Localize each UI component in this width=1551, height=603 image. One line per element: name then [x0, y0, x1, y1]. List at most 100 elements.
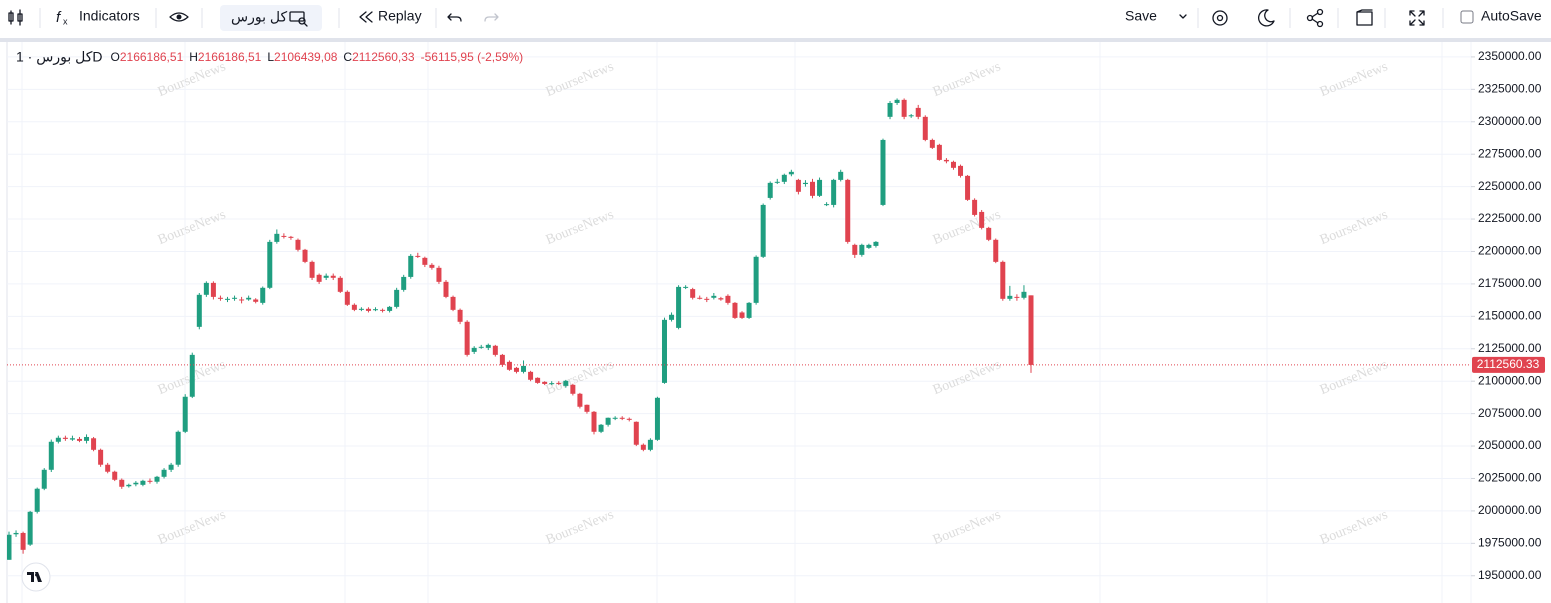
- legend-field-value: 2166186,51: [120, 50, 184, 64]
- last-price-label: 2112560.33: [1477, 357, 1540, 371]
- candle-body: [260, 287, 266, 303]
- candle-body: [246, 297, 252, 300]
- candle-body: [330, 275, 336, 278]
- candle-body: [746, 302, 752, 318]
- candle-body: [316, 274, 322, 282]
- candle-body: [274, 233, 280, 242]
- candle-body: [598, 424, 604, 432]
- replay-button[interactable]: Replay: [359, 8, 422, 24]
- candle-body: [781, 174, 787, 182]
- replay-label[interactable]: Replay: [378, 8, 422, 24]
- y-tick-label: 2225000.00: [1478, 211, 1542, 225]
- logo: [21, 562, 51, 592]
- candle-body: [210, 282, 216, 297]
- chart-type-button[interactable]: [8, 9, 23, 26]
- candle-body: [697, 297, 703, 299]
- toolbar-border: [0, 38, 1551, 42]
- candle-body: [119, 479, 125, 487]
- y-tick-label: 2000000.00: [1478, 503, 1542, 517]
- y-tick-label: 2175000.00: [1478, 276, 1542, 290]
- candle-body: [358, 308, 364, 310]
- candle-body: [986, 227, 992, 240]
- snapshot-button[interactable]: [1356, 9, 1373, 26]
- indicators-button[interactable]: f x Indicators: [56, 8, 140, 27]
- indicators-label[interactable]: Indicators: [79, 8, 140, 24]
- candle-body: [824, 204, 830, 206]
- candle-body: [669, 314, 675, 320]
- candle-body: [845, 179, 851, 242]
- candle-body: [528, 371, 534, 380]
- candle-body: [506, 361, 512, 370]
- visibility-button[interactable]: [169, 12, 189, 22]
- autosave-checkbox[interactable]: [1460, 10, 1474, 24]
- fullscreen-button[interactable]: [1409, 10, 1425, 26]
- candle-body: [429, 264, 435, 268]
- candle-body: [443, 281, 449, 297]
- candle-body: [732, 302, 738, 318]
- candle-body: [485, 344, 491, 348]
- legend-change: -56115,95 (-2,59%): [421, 50, 524, 64]
- y-tick-label: 2300000.00: [1478, 114, 1542, 128]
- candle-body: [253, 299, 259, 302]
- candle-body: [542, 381, 548, 384]
- symbol-title: کل بورس · 1D: [16, 49, 103, 66]
- y-tick-label: 2325000.00: [1478, 82, 1542, 96]
- symbol-search-button[interactable]: کل بورس: [220, 5, 322, 31]
- ohlc-legend: O 2166186,51 H 2166186,51 L 2106439,08 C 211256…: [111, 50, 524, 64]
- theme-button[interactable]: [1257, 9, 1275, 27]
- candle-body: [760, 204, 766, 257]
- candle-body: [915, 107, 921, 117]
- watermark: BourseNews: [544, 507, 616, 548]
- candle-body: [972, 199, 978, 215]
- undo-button[interactable]: [447, 13, 462, 22]
- watermark: BourseNews: [544, 59, 616, 100]
- candle-body: [217, 297, 223, 299]
- autosave-label[interactable]: AutoSave: [1481, 8, 1542, 24]
- y-tick-label: 2150000.00: [1478, 309, 1542, 323]
- price-axis: 1950000.00 1975000.00 2000000.00 2025000.00…: [1471, 49, 1545, 582]
- candle-body: [492, 345, 498, 355]
- candle-body: [929, 139, 935, 148]
- settings-button[interactable]: [1212, 10, 1228, 26]
- redo-button[interactable]: [484, 13, 499, 22]
- watermark: BourseNews: [1318, 59, 1390, 100]
- candle-body: [457, 309, 463, 322]
- candle-body: [866, 244, 872, 248]
- candle-body: [41, 469, 47, 489]
- candle-body: [563, 380, 569, 386]
- candle-body: [365, 308, 371, 311]
- candle-body: [1000, 261, 1006, 299]
- y-tick-label: 2025000.00: [1478, 471, 1542, 485]
- candle-body: [344, 291, 350, 305]
- candle-body: [640, 444, 646, 450]
- plot-area: [7, 98, 1471, 560]
- candle-body: [126, 484, 132, 487]
- candle-body: [351, 304, 357, 310]
- legend-field-label: C: [343, 50, 352, 64]
- save-menu-chevron[interactable]: [1179, 14, 1187, 19]
- symbol-label[interactable]: کل بورس: [231, 9, 287, 26]
- watermark: BourseNews: [156, 59, 228, 100]
- candle-body: [168, 464, 174, 470]
- candle-body: [154, 476, 160, 482]
- watermark: BourseNews: [1318, 357, 1390, 398]
- save-label[interactable]: Save: [1125, 8, 1157, 24]
- candle-body: [112, 471, 118, 480]
- candle-body: [105, 464, 111, 472]
- candle-body: [147, 480, 153, 482]
- candle-body: [239, 299, 245, 301]
- share-button[interactable]: [1306, 8, 1324, 28]
- y-tick-label: 2075000.00: [1478, 406, 1542, 420]
- fx-icon: f: [56, 9, 62, 26]
- candle-body: [91, 438, 97, 450]
- watermark: BourseNews: [931, 207, 1003, 248]
- candle-body: [922, 116, 928, 140]
- candle-body: [133, 482, 139, 485]
- candle-body: [478, 346, 484, 348]
- watermark: BourseNews: [1318, 507, 1390, 548]
- y-tick-label: 1950000.00: [1478, 568, 1542, 582]
- candle-body: [189, 354, 195, 397]
- candle-body: [612, 417, 618, 419]
- candle-body: [556, 382, 562, 384]
- candle-body: [852, 244, 858, 255]
